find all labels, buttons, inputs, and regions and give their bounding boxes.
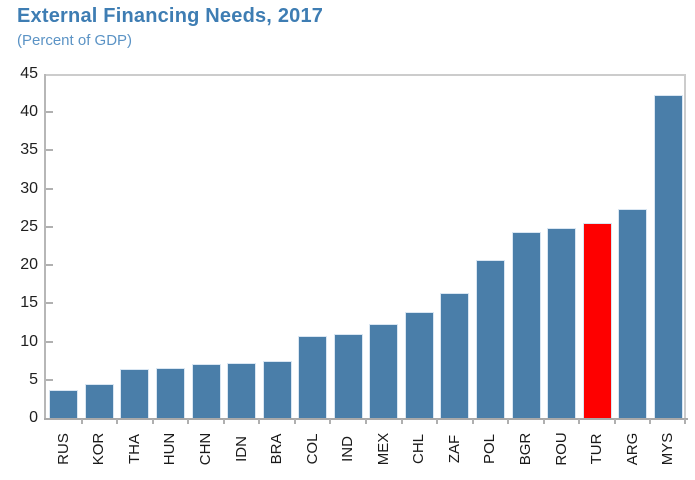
y-axis-tick-mark <box>46 111 53 114</box>
x-axis-tick-mark <box>258 419 261 424</box>
x-axis-tick-mark <box>471 419 474 424</box>
y-axis-tick-mark <box>46 225 53 228</box>
y-axis-line <box>44 74 46 420</box>
x-axis-tick-mark <box>400 419 403 424</box>
y-axis-tick-label: 40 <box>20 103 38 121</box>
x-axis-tick-mark <box>187 419 190 424</box>
y-axis-tick-label: 15 <box>20 294 38 312</box>
bar-tha <box>120 369 150 418</box>
y-axis-tick-label: 5 <box>29 370 38 388</box>
bar-pol <box>475 259 505 418</box>
x-axis-label-kor: KOR <box>90 432 108 466</box>
y-axis-tick-label: 10 <box>20 332 38 350</box>
y-axis-tick-label: 45 <box>20 65 38 82</box>
x-axis-tick-mark <box>151 419 154 424</box>
y-axis-tick-label: 0 <box>29 409 38 426</box>
y-axis-tick-label: 25 <box>20 217 38 235</box>
bar-hun <box>155 368 185 418</box>
bar-zaf <box>440 292 470 418</box>
bar-rou <box>547 228 577 418</box>
x-axis-label-rou: ROU <box>552 432 570 466</box>
y-axis-tick-mark <box>46 378 53 381</box>
x-axis-tick-mark <box>329 419 332 424</box>
y-axis-tick-mark <box>46 264 53 267</box>
bar-arg <box>618 209 648 418</box>
y-axis-tick-label: 20 <box>20 256 38 274</box>
y-axis-tick-mark <box>46 149 53 152</box>
x-axis-label-chn: CHN <box>197 432 214 466</box>
bar-mys <box>653 94 683 418</box>
x-axis-tick-mark <box>293 419 296 424</box>
x-axis-label-hun: HUN <box>161 432 179 466</box>
bar-tur <box>582 223 612 418</box>
x-axis-tick-mark <box>578 419 581 424</box>
chart-title: External Financing Needs, 2017 <box>17 5 324 27</box>
x-axis-tick-mark <box>222 419 225 424</box>
x-axis-label-zaf: ZAF <box>445 434 463 464</box>
bar-chn <box>191 363 221 418</box>
y-axis-tick-mark <box>46 187 53 190</box>
x-axis-label-mys: MYS <box>659 432 677 466</box>
x-axis-label-tha: THA <box>125 434 143 464</box>
bar-bgr <box>511 232 541 418</box>
x-axis-tick-mark <box>684 419 686 424</box>
y-axis-tick-label: 35 <box>20 141 38 159</box>
y-axis-tick-mark <box>46 302 53 305</box>
bar-chl <box>404 311 434 418</box>
y-axis-tick-mark <box>46 340 53 343</box>
x-axis-tick-mark <box>365 419 367 424</box>
x-axis-label-pol: POL <box>481 434 499 465</box>
x-axis-label-bgr: BGR <box>517 432 534 466</box>
x-axis-tick-mark <box>116 419 119 424</box>
bar-ind <box>333 333 363 418</box>
x-axis-label-col: COL <box>303 433 321 465</box>
x-axis-tick-mark <box>649 419 652 424</box>
x-axis-tick-mark <box>436 419 439 424</box>
chart-subtitle: (Percent of GDP) <box>17 32 133 49</box>
x-axis-label-tur: TUR <box>588 433 606 465</box>
bar-bra <box>262 360 292 418</box>
x-axis-label-ind: IND <box>339 436 357 462</box>
bar-kor <box>84 384 114 418</box>
x-axis-tick-mark <box>542 419 545 424</box>
x-axis-label-arg: ARG <box>623 432 641 466</box>
x-axis-label-rus: RUS <box>54 433 72 465</box>
x-axis-label-mex: MEX <box>374 432 392 466</box>
bar-mex <box>369 323 399 418</box>
plot-area <box>46 74 686 418</box>
x-axis-tick-mark <box>80 419 83 424</box>
bar-rus <box>49 389 79 418</box>
x-axis-label-bra: BRA <box>268 433 286 465</box>
x-axis-tick-mark <box>507 419 510 424</box>
y-axis-tick-label: 30 <box>20 179 38 197</box>
x-axis-label-chl: CHL <box>410 434 428 465</box>
x-axis-tick-mark <box>613 419 616 424</box>
bar-idn <box>227 362 257 418</box>
bar-col <box>298 336 328 418</box>
x-axis-label-idn: IDN <box>232 436 250 462</box>
